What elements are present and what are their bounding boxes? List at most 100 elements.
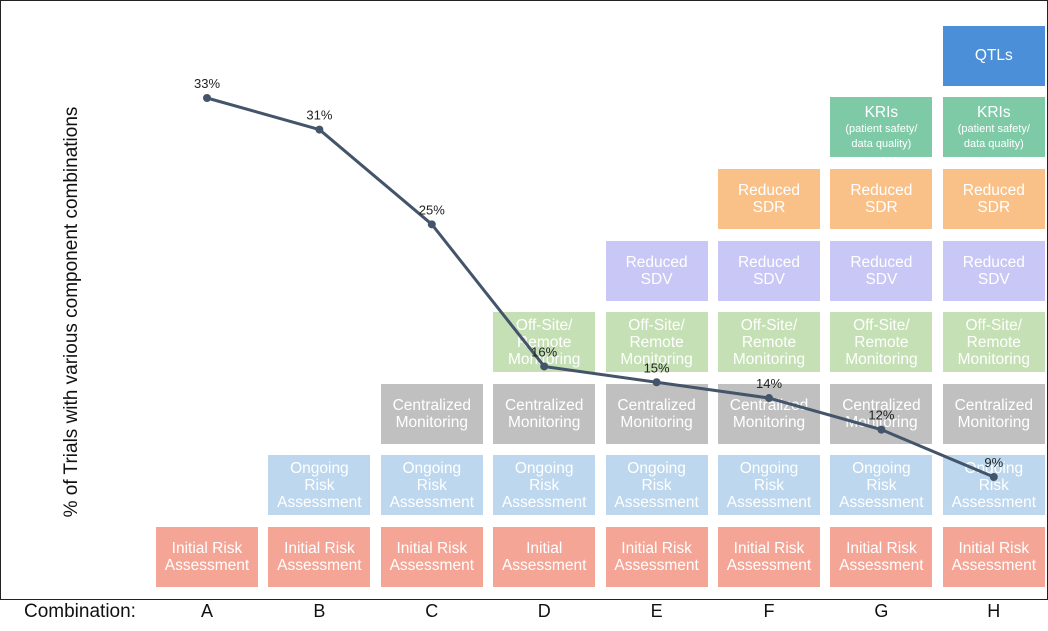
component-label: Remote bbox=[966, 333, 1021, 351]
component-label: Reduced bbox=[737, 182, 801, 199]
component-label: Assessment bbox=[614, 493, 699, 511]
trend-point bbox=[989, 473, 998, 481]
component-label: SDR bbox=[977, 199, 1011, 216]
component-label: Initial Risk bbox=[284, 540, 355, 557]
component-box-sdv: Reduced SDV bbox=[605, 240, 708, 301]
component-box-ongoing: Ongoing Risk Assessment bbox=[380, 455, 483, 516]
component-label: Reduced bbox=[962, 182, 1025, 199]
component-label: Assessment bbox=[614, 557, 699, 574]
trend-point bbox=[765, 394, 773, 403]
component-label: SDR bbox=[865, 199, 898, 216]
component-box-sdr: Reduced SDR bbox=[830, 169, 933, 229]
trend-point bbox=[540, 362, 549, 371]
component-label: Ongoing bbox=[627, 459, 686, 477]
component-box-initial: Initial Risk Assessment bbox=[380, 527, 483, 587]
component-label: Centralized bbox=[617, 396, 696, 414]
component-box-offsite: Off-Site/Remote Monitoring bbox=[718, 312, 820, 373]
component-box-initial: Initial Risk Assessment bbox=[718, 527, 820, 587]
component-label: Reduced bbox=[962, 253, 1025, 271]
component-box-sdv: Reduced SDV bbox=[942, 240, 1045, 301]
component-label: Assessment bbox=[277, 557, 362, 574]
component-label: Assessment bbox=[839, 493, 924, 511]
component-box-kri: KRIs (patient safety/data quality) bbox=[942, 97, 1045, 158]
component-label: Assessment bbox=[389, 557, 474, 574]
component-label: Reduced bbox=[850, 182, 913, 199]
x-axis-category-label: C bbox=[425, 601, 439, 621]
component-label: Risk bbox=[416, 476, 447, 494]
component-label: KRIs bbox=[977, 103, 1011, 121]
component-label: Monitoring bbox=[508, 350, 581, 368]
component-box-qtl: QTLs bbox=[942, 25, 1045, 86]
x-axis-category-label: D bbox=[537, 601, 551, 621]
component-box-offsite: Off-Site/Remote Monitoring bbox=[830, 312, 933, 373]
trend-value-label: 15% bbox=[644, 360, 670, 375]
trend-value-label: 25% bbox=[419, 202, 445, 217]
component-label: Monitoring bbox=[620, 350, 693, 368]
x-axis-category-label: H bbox=[987, 601, 1001, 621]
x-axis-category-label: G bbox=[874, 601, 889, 621]
component-label: Reduced bbox=[850, 253, 913, 271]
component-box-offsite: Off-Site/Remote Monitoring bbox=[942, 312, 1045, 373]
component-box-sdv: Reduced SDV bbox=[718, 240, 820, 301]
trend-value-label: 14% bbox=[756, 376, 782, 391]
component-label: Reduced bbox=[625, 253, 688, 271]
component-box-initial: Initial Risk Assessment bbox=[830, 527, 933, 587]
component-label: Monitoring bbox=[508, 413, 581, 431]
trend-value-label: 16% bbox=[531, 344, 557, 359]
component-label: Reduced bbox=[737, 253, 801, 271]
component-label: Assessment bbox=[726, 493, 812, 511]
component-label: Initial Risk bbox=[846, 540, 917, 557]
component-box-ongoing: Ongoing Risk Assessment bbox=[942, 455, 1045, 516]
x-axis-title: Combination: bbox=[24, 601, 136, 622]
component-label: Ongoing bbox=[739, 459, 799, 477]
component-box-initial: Initial Risk Assessment bbox=[156, 527, 258, 587]
component-label: Centralized bbox=[504, 396, 584, 414]
trend-value-label: 12% bbox=[868, 408, 894, 423]
x-axis-category-label: A bbox=[200, 601, 213, 621]
component-label: QTLs bbox=[974, 47, 1013, 65]
component-label: Initial Risk bbox=[621, 540, 692, 557]
component-label: Off-Site/ bbox=[628, 316, 685, 334]
component-label: Risk bbox=[753, 476, 785, 494]
component-label: Initial Risk bbox=[733, 540, 805, 557]
component-label: Assessment bbox=[951, 493, 1036, 511]
component-label: Remote bbox=[629, 333, 684, 351]
component-label: Assessment bbox=[501, 493, 587, 511]
component-label: Centralized bbox=[954, 396, 1033, 414]
component-sublabel: (patient safety/ bbox=[845, 122, 918, 135]
component-box-central: Centralized Monitoring bbox=[380, 383, 483, 444]
component-label: Ongoing bbox=[514, 459, 574, 477]
trend-point bbox=[203, 94, 211, 102]
component-label: SDV bbox=[865, 270, 898, 288]
trend-value-labels: 33% 31% 25% 16% 15% 14% 12% 9% bbox=[194, 76, 1004, 470]
component-label: Remote bbox=[854, 333, 909, 351]
trend-value-label: 31% bbox=[306, 108, 332, 123]
trend-point bbox=[427, 220, 436, 229]
component-label: SDR bbox=[752, 199, 786, 216]
component-box-central: Centralized Monitoring bbox=[493, 383, 596, 444]
x-axis-category-label: F bbox=[763, 601, 775, 621]
component-label: Remote bbox=[741, 333, 797, 351]
component-label: Monitoring bbox=[957, 350, 1030, 368]
component-label: Ongoing bbox=[402, 459, 462, 477]
component-label: KRIs bbox=[864, 103, 899, 121]
component-label: Centralized bbox=[729, 396, 809, 414]
trend-line bbox=[206, 96, 995, 479]
component-box-ongoing: Ongoing Risk Assessment bbox=[718, 455, 820, 516]
component-label: Risk bbox=[866, 476, 897, 494]
component-label: Centralized bbox=[842, 396, 921, 414]
component-label: Off-Site/ bbox=[515, 316, 573, 334]
component-label: Remote bbox=[517, 333, 572, 351]
component-label: Assessment bbox=[164, 557, 250, 574]
x-axis-category-label: B bbox=[313, 601, 326, 621]
trend-point bbox=[652, 378, 661, 387]
component-label: Initial bbox=[526, 540, 563, 557]
component-box-initial: Initial Risk Assessment bbox=[268, 527, 371, 587]
component-label: Centralized bbox=[392, 396, 471, 414]
trend-points bbox=[203, 94, 998, 481]
component-label: SDV bbox=[640, 270, 673, 288]
component-box-central: Centralized Monitoring bbox=[830, 383, 933, 444]
trend-value-label: 9% bbox=[984, 455, 1003, 470]
component-box-ongoing: Ongoing Risk Assessment bbox=[830, 455, 933, 516]
component-box-initial: Initial Risk Assessment bbox=[942, 527, 1045, 587]
